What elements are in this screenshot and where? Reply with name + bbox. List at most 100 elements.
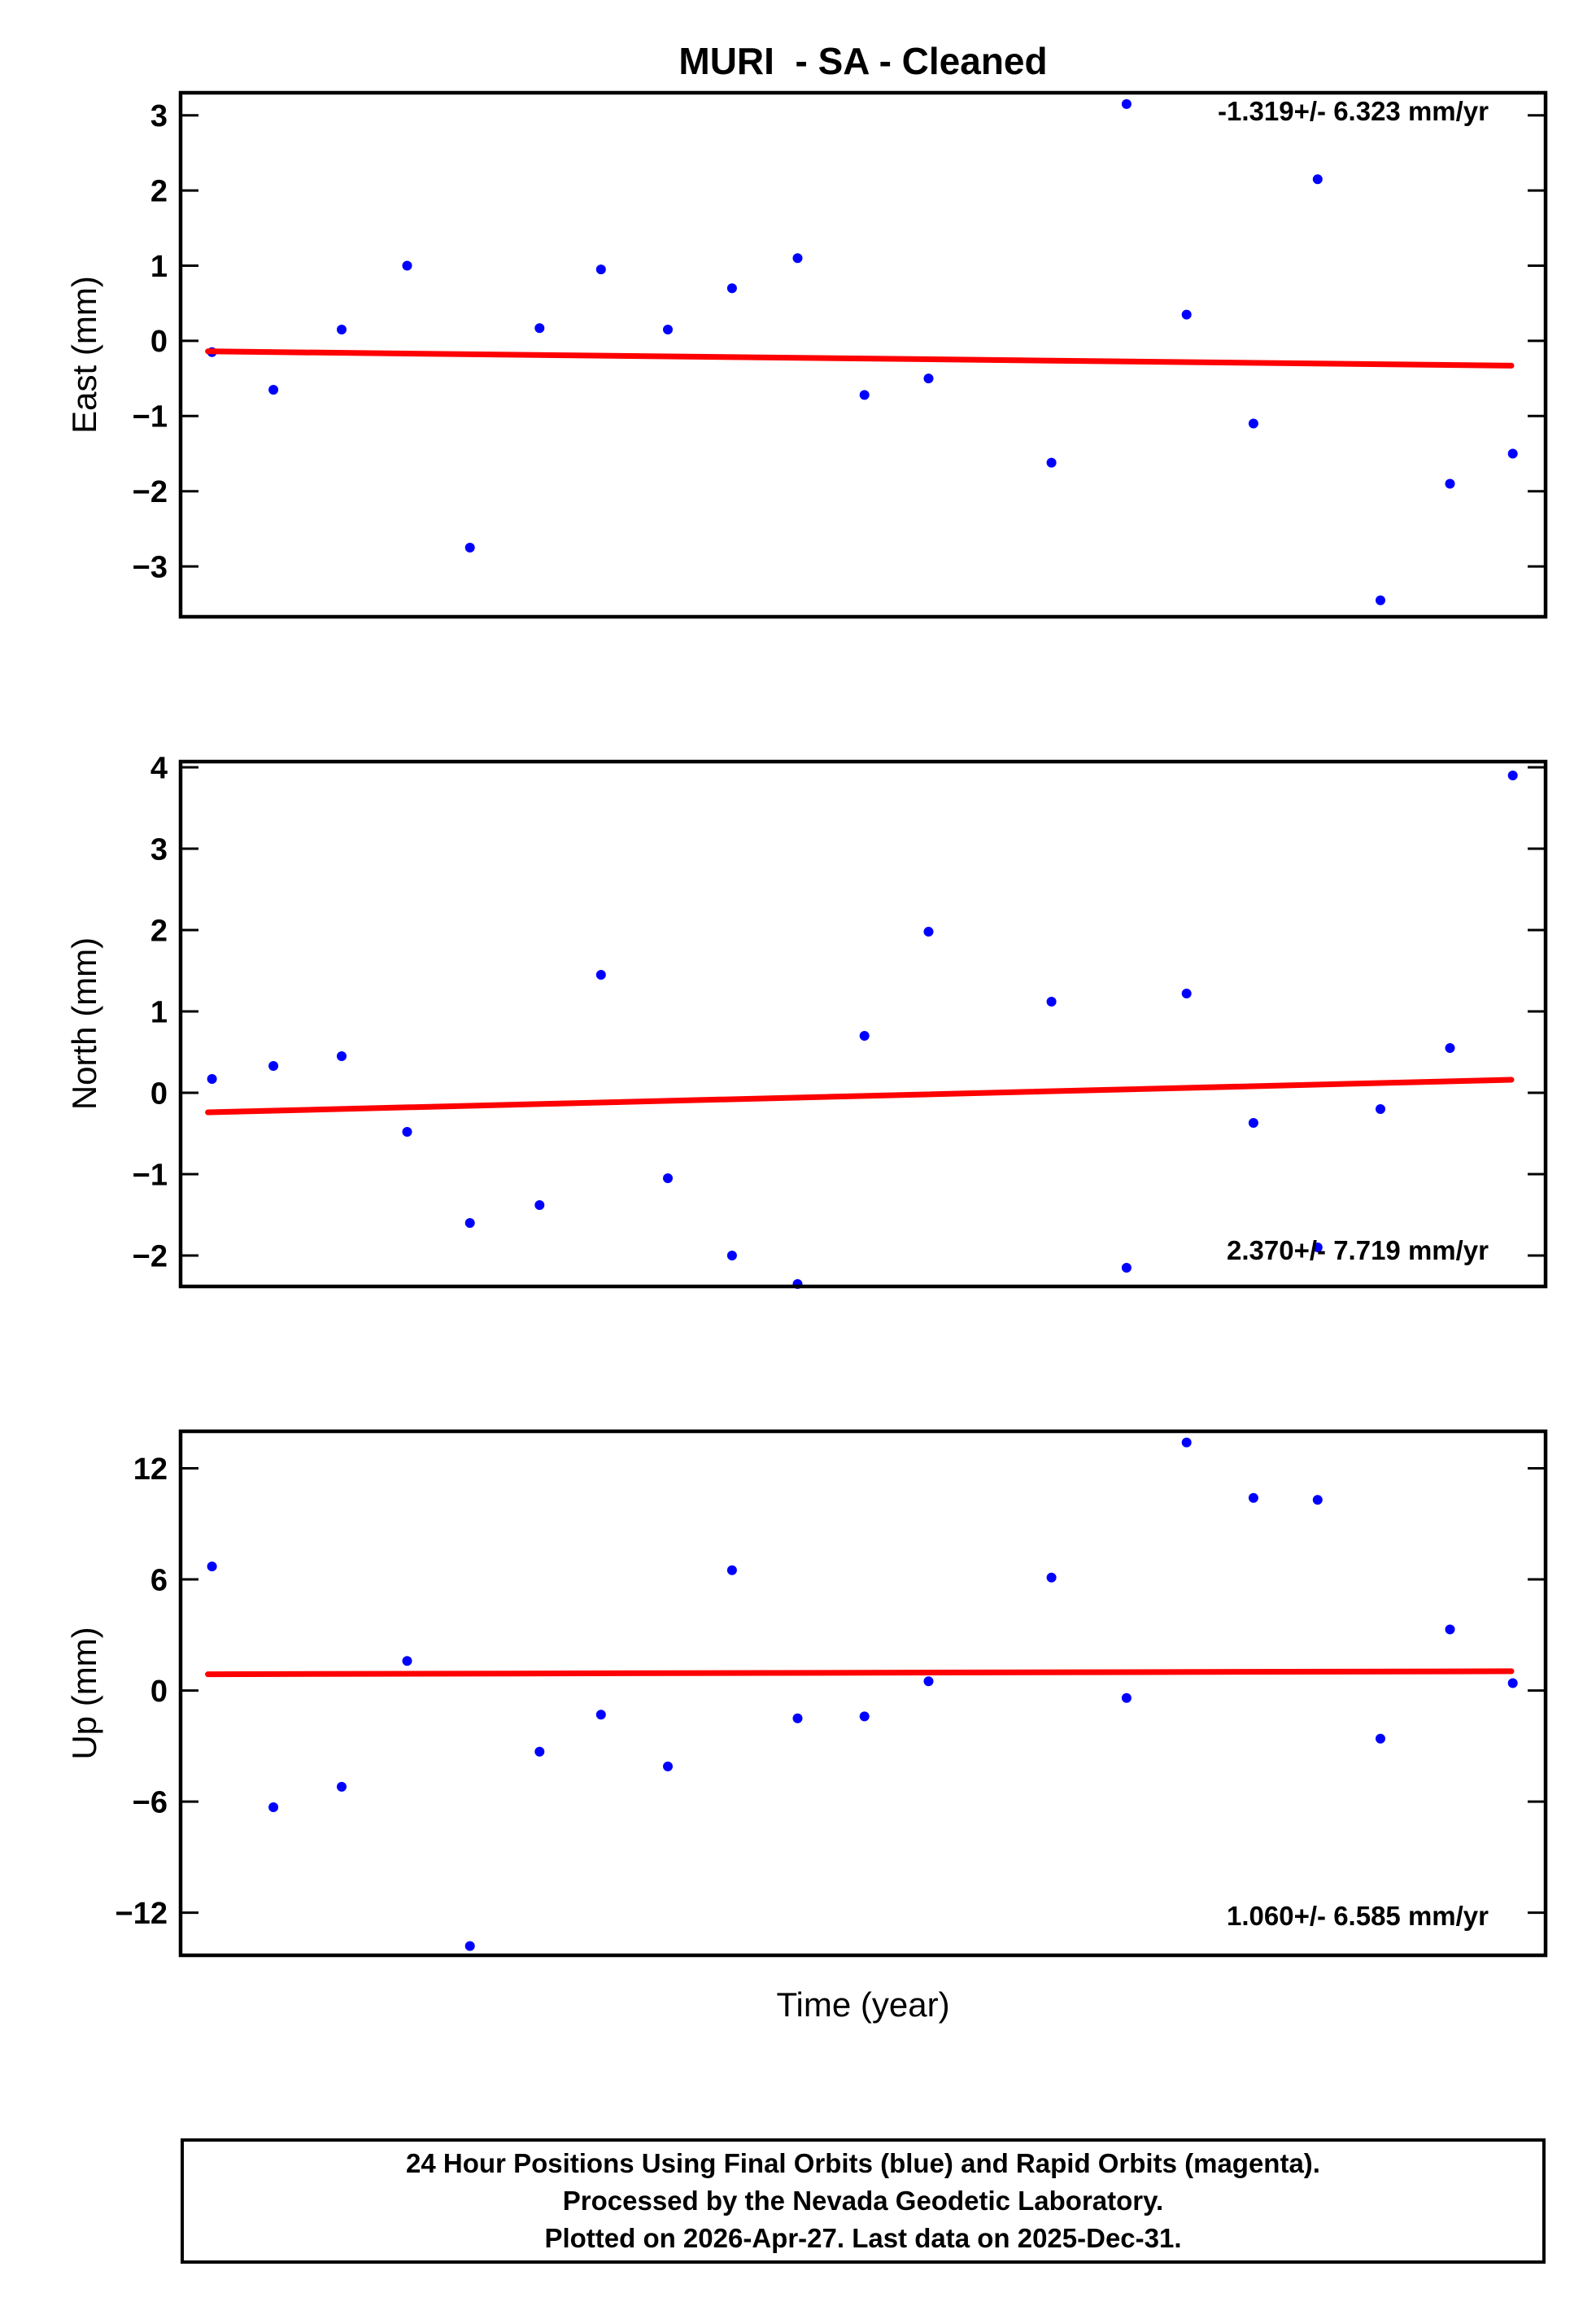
data-point [726,1251,737,1260]
data-point [726,283,737,294]
data-point [268,1802,279,1812]
data-point [1376,1104,1385,1114]
footer-box: 24 Hour Positions Using Final Orbits (bl… [181,2138,1546,2264]
data-point [595,1710,606,1720]
y-tick-label: 12 [133,1452,168,1487]
data-point [859,1711,870,1722]
north-plot: 4 3 2 1 0 −1 −2 [133,751,1548,1289]
up-rate-annotation: 1.060+/- 6.585 mm/yr [1227,1901,1489,1931]
data-point [1376,1733,1385,1744]
y-tick-label: −2 [133,475,168,509]
data-point [464,1218,475,1228]
data-point [1312,1243,1323,1252]
data-point [1121,98,1132,109]
data-point [268,385,279,395]
y-tick-label: −3 [133,550,168,584]
data-point [1248,1118,1258,1128]
y-tick-label: 3 [150,832,168,867]
data-point [464,1941,475,1951]
data-point [534,1200,545,1210]
data-point [726,1565,737,1575]
data-point [923,927,934,937]
up-plot: 12 6 0 −6 −12 [116,1429,1548,1958]
data-point [792,253,803,264]
data-point [923,373,934,384]
data-point [1121,1263,1132,1273]
north-rate-annotation: 2.370+/- 7.719 mm/yr [1227,1235,1489,1265]
data-point [337,1051,347,1061]
trend-line [205,1077,1515,1116]
data-point [534,1746,545,1757]
data-point [1507,448,1518,459]
y-tick-label: 1 [150,995,168,1029]
y-tick-label: −12 [116,1897,168,1931]
y-tick-label: −6 [133,1785,168,1819]
data-point [1376,595,1385,605]
data-point [1507,771,1518,780]
data-point [534,323,545,334]
east-plot: 3 2 1 0 −1 −2 −3 [133,90,1548,619]
footer-line-processed-by: Processed by the Nevada Geodetic Laborat… [562,2186,1164,2216]
trend-line [205,1668,1515,1678]
data-point [1046,997,1057,1007]
data-point [207,1561,217,1572]
data-point [402,1127,412,1137]
x-axis-label: Time (year) [776,1985,950,2024]
footer-line-plot-dates: Plotted on 2026-Apr-27. Last data on 202… [544,2223,1182,2253]
y-tick-label: 2 [150,174,168,208]
y-tick-label: −2 [133,1239,168,1273]
y-tick-label: 2 [150,914,168,948]
data-point [1248,418,1258,429]
data-point [464,543,475,552]
y-tick-label: 1 [150,250,168,284]
y-tick-label: 4 [150,751,168,785]
data-point [402,260,412,271]
data-point [337,1781,347,1792]
data-point [1121,1692,1132,1703]
data-point [207,1074,217,1084]
y-tick-label: 0 [150,1077,168,1111]
north-y-axis-label: North (mm) [65,937,103,1111]
data-point [1445,478,1455,489]
data-point [402,1656,412,1666]
data-point [1046,1572,1057,1583]
y-tick-label: 3 [150,99,168,133]
east-y-axis-label: East (mm) [65,276,103,434]
y-tick-label: 0 [150,325,168,359]
trend-line [205,348,1515,369]
data-point [1046,457,1057,468]
data-point [1181,1437,1192,1448]
data-point [859,1031,870,1041]
data-point [595,970,606,980]
page-title: MURI - SA - Cleaned [678,40,1048,82]
data-point [1248,1492,1258,1503]
y-tick-label: 0 [150,1675,168,1709]
data-point [1445,1043,1455,1053]
y-tick-label: −1 [133,400,168,435]
data-point [595,264,606,275]
data-point [859,390,870,400]
data-point [792,1713,803,1723]
plot-frame [178,759,1548,1289]
data-point [1181,989,1192,998]
data-point [1445,1624,1455,1635]
data-point [663,1173,673,1183]
data-point [923,1676,934,1687]
y-tick-label: 6 [150,1563,168,1597]
data-point [268,1061,279,1071]
up-y-axis-label: Up (mm) [65,1627,103,1760]
data-point [1181,309,1192,320]
data-point [1312,1495,1323,1505]
east-rate-annotation: -1.319+/- 6.323 mm/yr [1218,96,1489,126]
data-point [1312,174,1323,185]
data-point [337,325,347,334]
plot-frame [178,90,1548,619]
y-tick-label: −1 [133,1158,168,1192]
data-point [663,325,673,334]
plot-frame [178,1429,1548,1958]
footer-line-orbits: 24 Hour Positions Using Final Orbits (bl… [406,2148,1320,2178]
data-point [1507,1678,1518,1688]
data-point [663,1761,673,1771]
